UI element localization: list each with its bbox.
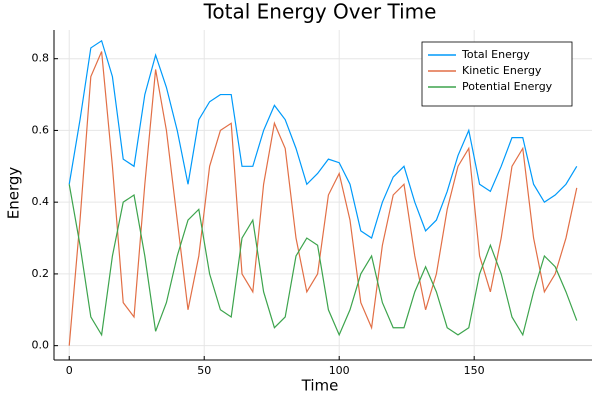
x-tick-label: 150 [464, 364, 485, 377]
legend-label: Kinetic Energy [462, 64, 542, 77]
x-axis-label: Time [301, 377, 339, 395]
y-axis-label: Energy [5, 167, 23, 220]
y-tick-label: 0.8 [32, 52, 50, 65]
legend-label: Total Energy [461, 48, 530, 61]
series-line [68, 51, 578, 346]
y-tick-label: 0.0 [32, 339, 50, 352]
y-tick-label: 0.4 [32, 195, 50, 208]
x-tick-label: 50 [197, 364, 211, 377]
series-line [68, 39, 578, 239]
x-tick-label: 0 [66, 364, 73, 377]
y-tick-label: 0.2 [32, 267, 50, 280]
series-line [68, 184, 578, 337]
x-tick-label: 100 [329, 364, 350, 377]
chart-title: Total Energy Over Time [203, 0, 437, 24]
legend-box [421, 41, 573, 107]
y-tick-label: 0.6 [32, 123, 50, 136]
legend-label: Potential Energy [462, 80, 553, 93]
